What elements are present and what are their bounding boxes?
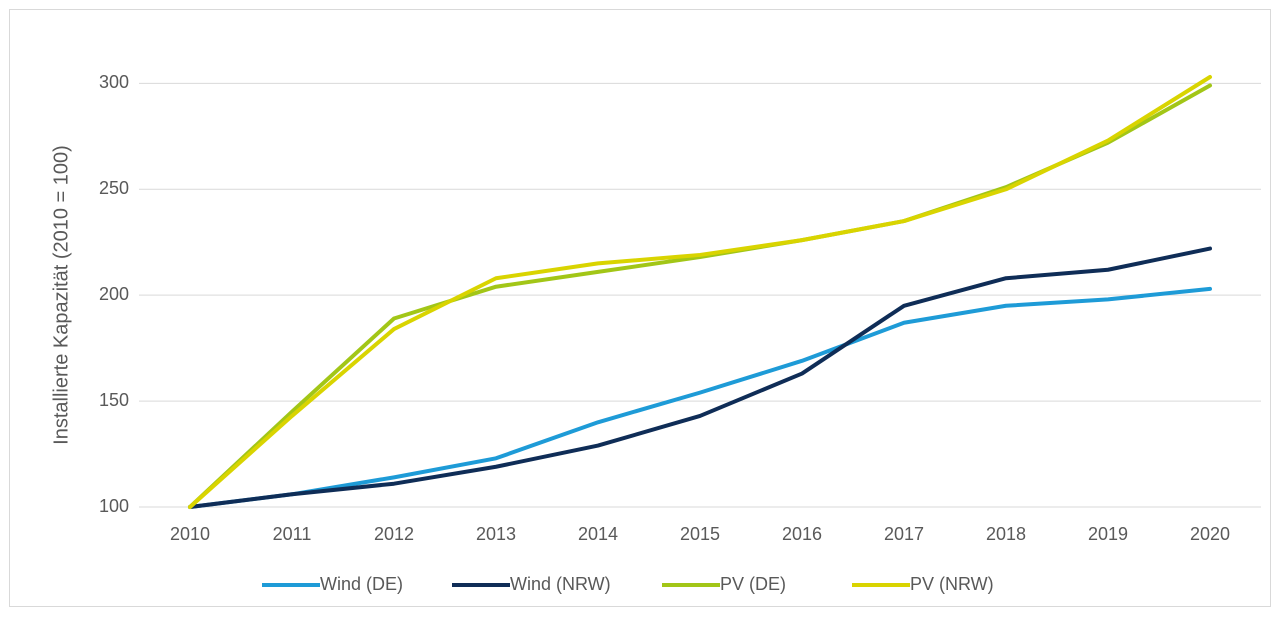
x-tick-label: 2013 — [476, 524, 516, 544]
legend-label: PV (DE) — [720, 574, 786, 594]
y-axis-label: Installierte Kapazität (2010 = 100) — [50, 145, 72, 445]
y-tick-label: 100 — [99, 496, 129, 516]
x-tick-label: 2016 — [782, 524, 822, 544]
x-tick-label: 2019 — [1088, 524, 1128, 544]
legend-label: Wind (NRW) — [510, 574, 611, 594]
x-tick-label: 2017 — [884, 524, 924, 544]
line-series — [188, 246, 1212, 509]
line-series — [188, 75, 1212, 509]
x-tick-label: 2015 — [680, 524, 720, 544]
x-tick-label: 2020 — [1190, 524, 1230, 544]
x-tick-label: 2018 — [986, 524, 1026, 544]
y-tick-label: 250 — [99, 178, 129, 198]
line-series — [188, 286, 1212, 509]
x-tick-label: 2010 — [170, 524, 210, 544]
chart-border — [9, 9, 1271, 607]
legend-label: Wind (DE) — [320, 574, 403, 594]
y-tick-label: 200 — [99, 284, 129, 304]
y-tick-label: 300 — [99, 72, 129, 92]
legend-label: PV (NRW) — [910, 574, 994, 594]
x-tick-label: 2014 — [578, 524, 618, 544]
x-tick-label: 2011 — [273, 524, 312, 544]
y-tick-label: 150 — [99, 390, 129, 410]
x-tick-label: 2012 — [374, 524, 414, 544]
